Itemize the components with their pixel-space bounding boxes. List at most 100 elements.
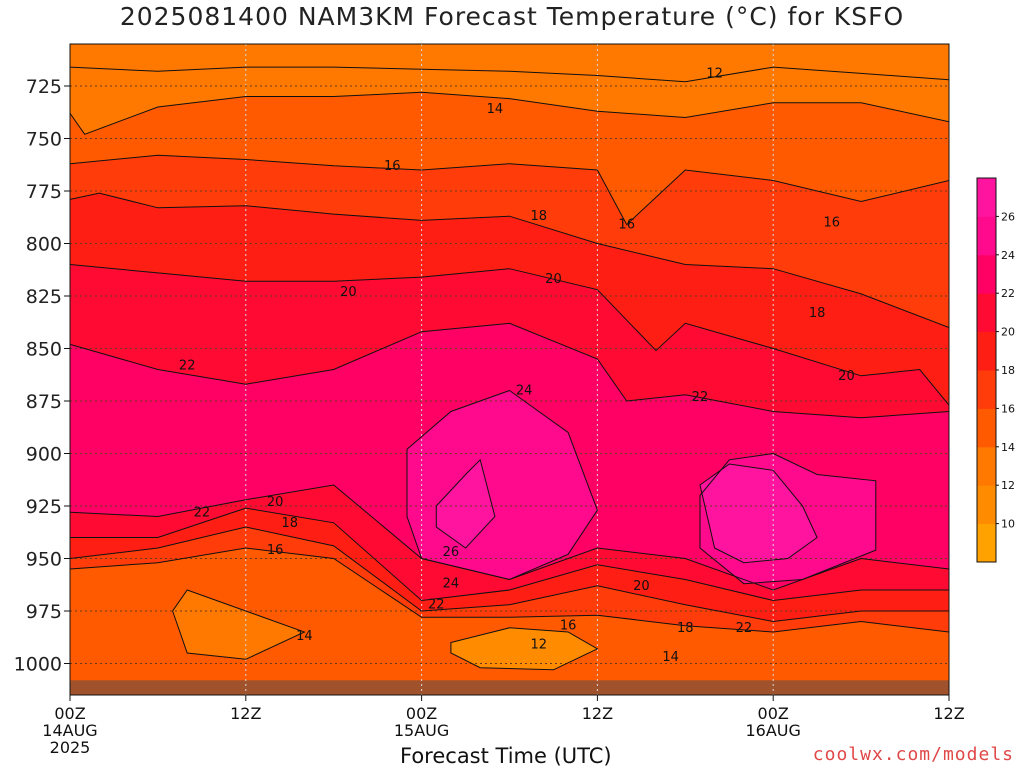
contour-line-20 <box>70 507 949 602</box>
contour-label: 22 <box>428 598 445 613</box>
colorbar-segment <box>977 446 996 486</box>
contour-line-24 <box>406 389 598 581</box>
x-tick-label: 00Z <box>54 704 85 723</box>
contour-line-14 <box>172 589 306 660</box>
contour-label: 18 <box>677 621 694 636</box>
contour-label: 16 <box>267 543 284 558</box>
band-fill-16 <box>70 548 949 695</box>
x-tick-label: 12Z <box>933 704 964 723</box>
colorbar-segment <box>977 254 996 294</box>
contour-line-14 <box>70 91 949 135</box>
colorbar-label: 14 <box>1001 441 1015 454</box>
terrain-strip <box>70 680 949 695</box>
contour-line-20 <box>70 264 949 406</box>
y-tick-label: 725 <box>26 76 62 98</box>
y-tick-label: 850 <box>26 339 62 361</box>
contour-line-24 <box>699 452 877 585</box>
colorbar-segment <box>977 523 996 563</box>
plot-area <box>70 44 949 695</box>
contour-label: 16 <box>560 619 577 634</box>
colorbar-label: 26 <box>1001 210 1015 223</box>
contour-label: 22 <box>692 390 709 405</box>
contour-line-12 <box>70 66 949 83</box>
colorbar-label: 24 <box>1001 249 1015 262</box>
y-tick-label: 950 <box>26 549 62 571</box>
contour-label: 20 <box>633 579 650 594</box>
contour-line-12 <box>450 627 599 671</box>
contour-label: 14 <box>662 650 679 665</box>
y-tick-label: 875 <box>26 391 62 413</box>
contour-label: 16 <box>384 159 401 174</box>
x-tick-sublabel: 15AUG <box>394 721 449 740</box>
plot-frame <box>69 43 950 696</box>
colorbar-label: 20 <box>1001 326 1015 339</box>
y-tick-label: 925 <box>26 496 62 518</box>
band-fill-closed-12 <box>450 627 598 670</box>
contour-label: 20 <box>545 272 562 287</box>
contour-label: 16 <box>824 216 841 231</box>
contour-line-22 <box>70 484 949 591</box>
contour-line-18 <box>70 526 949 623</box>
contour-labels: 12 14 16 18 16 16 20 20 18 22 20 24 22 26 24 22 22 20 18 16… <box>179 66 855 665</box>
contour-label: 20 <box>267 495 284 510</box>
colorbar-segment <box>977 485 996 525</box>
band-fill-closed-14 <box>172 590 305 660</box>
contour-label: 22 <box>179 358 196 373</box>
colorbar-label: 22 <box>1001 287 1015 300</box>
colorbar: 10 12 14 16 18 20 22 24 26 <box>976 177 1015 563</box>
y-axis: 725 750 775 800 825 850 875 900 925 950 975 1000 <box>14 76 70 676</box>
colorbar-segment <box>977 331 996 371</box>
contour-lines <box>70 66 949 671</box>
gridlines <box>70 44 949 695</box>
contour-label: 20 <box>838 369 855 384</box>
colorbar-segment <box>977 293 996 333</box>
credit-link[interactable]: coolwx.com/models <box>812 744 1014 765</box>
colorbar-segment <box>977 370 996 409</box>
y-tick-label: 750 <box>26 129 62 151</box>
contour-line-16 <box>70 154 949 226</box>
x-tick-label: 12Z <box>582 704 613 723</box>
contour-line-26 <box>699 463 818 564</box>
x-tick-sublabel: 16AUG <box>745 721 800 740</box>
contour-label: 14 <box>296 629 313 644</box>
colorbar-segment <box>977 408 996 448</box>
contour-label: 20 <box>340 285 357 300</box>
band-fill-closed-26 <box>436 459 495 548</box>
x-tick-sublabel: 2025 <box>50 738 91 757</box>
contour-label: 14 <box>487 102 504 117</box>
contour-label: 18 <box>531 209 548 224</box>
x-tick-label: 00Z <box>406 704 437 723</box>
colorbar-label: 18 <box>1001 364 1015 377</box>
y-tick-label: 975 <box>26 601 62 623</box>
contour-line-22 <box>70 322 949 419</box>
y-tick-label: 1000 <box>14 654 62 676</box>
contour-label: 24 <box>443 577 460 592</box>
x-tick-label: 00Z <box>758 704 789 723</box>
y-tick-label: 800 <box>26 234 62 256</box>
contour-label: 22 <box>194 505 211 520</box>
contour-label: 18 <box>281 516 298 531</box>
y-tick-label: 775 <box>26 181 62 203</box>
colorbar-segment <box>977 216 996 256</box>
contour-line-18 <box>70 192 949 328</box>
contour-label: 12 <box>706 66 723 81</box>
contour-label: 24 <box>516 384 533 399</box>
contour-label: 26 <box>443 545 460 560</box>
y-tick-label: 900 <box>26 444 62 466</box>
contour-label: 16 <box>618 218 635 233</box>
contour-line-26 <box>435 458 496 549</box>
x-tick-sublabel: 14AUG <box>42 721 97 740</box>
contour-label: 12 <box>531 638 548 653</box>
contour-label: 22 <box>736 621 753 636</box>
colorbar-label: 12 <box>1001 479 1015 492</box>
contour-label: 18 <box>809 306 826 321</box>
colorbar-label: 10 <box>1001 518 1015 531</box>
x-axis-label: Forecast Time (UTC) <box>400 744 612 768</box>
colorbar-segment <box>977 178 996 217</box>
x-tick-label: 12Z <box>230 704 261 723</box>
y-tick-label: 825 <box>26 286 62 308</box>
contour-line-16 <box>70 547 949 633</box>
colorbar-label: 16 <box>1001 402 1015 415</box>
